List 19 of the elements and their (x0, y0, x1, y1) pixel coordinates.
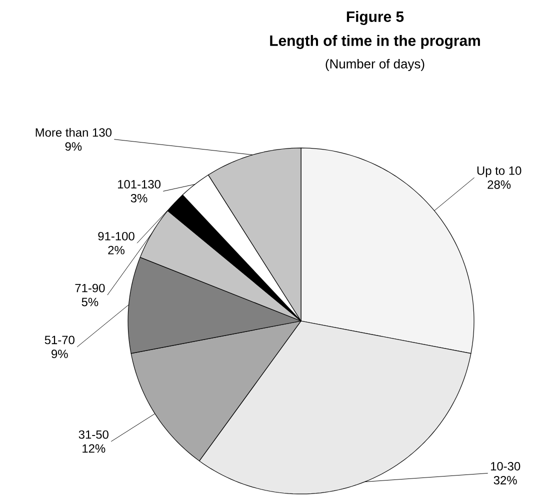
slice-label: 71-90 (75, 284, 105, 292)
data-label: 3% (130, 194, 148, 202)
data-label: 9% (52, 350, 68, 358)
data-label: 2% (108, 246, 124, 254)
data-label: 5% (82, 298, 98, 306)
chart-subtitle: Length of time in the program (270, 34, 480, 49)
data-label: 32% (494, 476, 517, 484)
text: (Number of days) (326, 58, 424, 72)
slice-label: More than 130 (36, 128, 112, 137)
data-label: 9% (65, 142, 82, 151)
slice-label: 91-100 (98, 232, 134, 240)
slice-label: 31-50 (78, 430, 108, 439)
slice-label: 101-130 (118, 180, 160, 188)
data-label: 28% (488, 180, 511, 189)
chart-title: Figure 5 (346, 10, 404, 25)
slice-label: Up to 10 (477, 166, 522, 178)
slice-label: 51-70 (44, 336, 74, 344)
data-label: 12% (82, 444, 106, 453)
slice-label: 10-30 (490, 462, 520, 470)
